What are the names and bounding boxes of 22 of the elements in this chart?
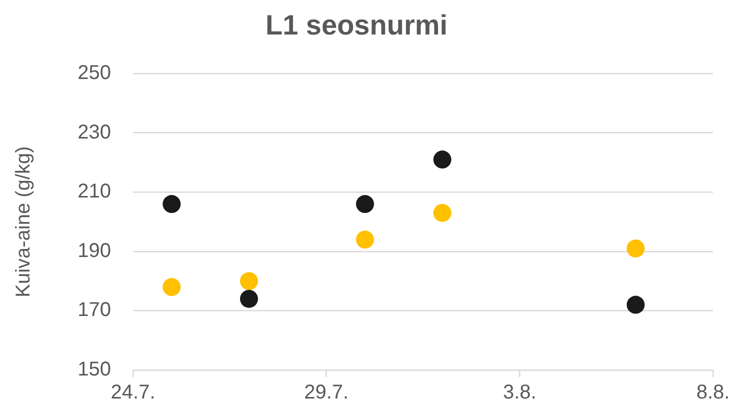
point — [626, 296, 645, 314]
point — [433, 204, 452, 222]
point — [240, 290, 258, 308]
y-tick-label: 210 — [78, 180, 111, 203]
y-tick-label: 250 — [78, 62, 111, 84]
x-tick-label: 8.8. — [696, 382, 730, 404]
chart-title: L1 seosnurmi — [265, 10, 448, 41]
point — [433, 150, 452, 169]
point — [356, 230, 374, 249]
y-tick-label: 170 — [78, 299, 111, 322]
point — [240, 272, 258, 290]
y-tick-label: 150 — [78, 358, 111, 381]
y-axis-title: Kuiva-aine (g/kg) — [12, 146, 35, 298]
x-tick-label: 3.8. — [502, 382, 536, 404]
y-tick-label: 230 — [78, 121, 111, 144]
point — [162, 195, 181, 214]
y-tick-label: 190 — [78, 240, 111, 262]
point — [162, 278, 181, 296]
point — [626, 239, 645, 258]
x-tick-label: 24.7. — [110, 382, 156, 404]
x-tick-label: 29.7. — [304, 382, 349, 404]
point — [356, 195, 374, 214]
